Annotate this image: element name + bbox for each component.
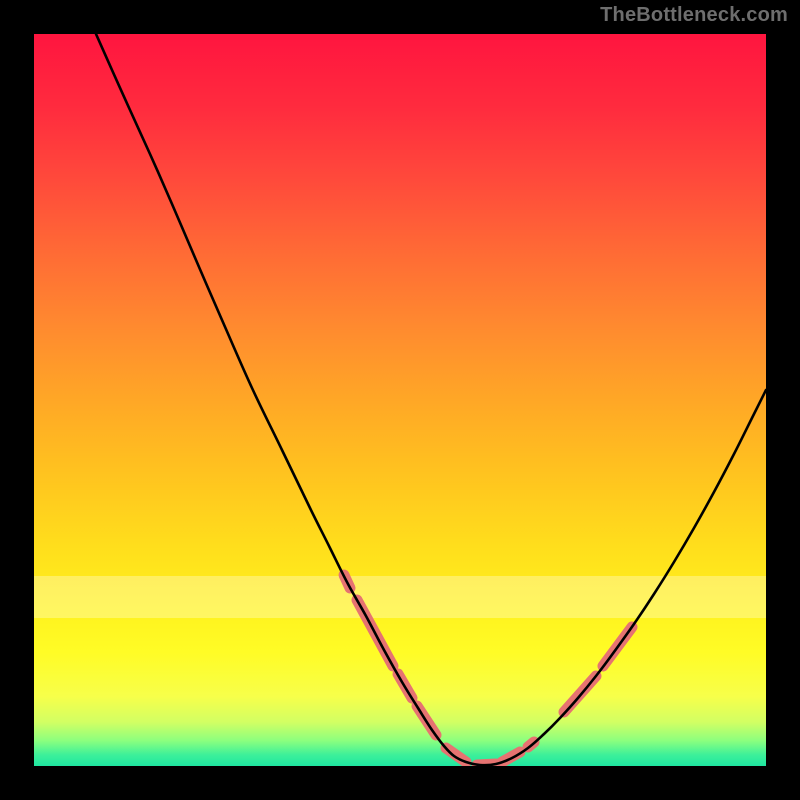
chart-svg <box>0 0 800 800</box>
highlight-band <box>34 576 766 618</box>
attribution-text: TheBottleneck.com <box>600 4 788 27</box>
gradient-background <box>34 34 766 766</box>
chart-container: TheBottleneck.com <box>0 0 800 800</box>
